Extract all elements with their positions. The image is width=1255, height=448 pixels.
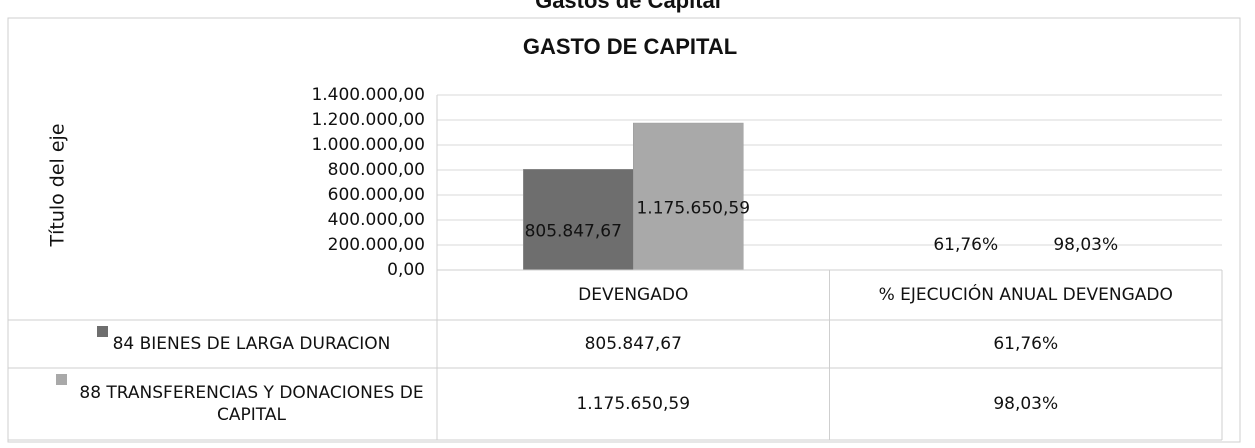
- table-value: 61,76%: [830, 320, 1223, 368]
- table-value-box: 1.175.650,59: [437, 368, 830, 440]
- bar: [523, 169, 634, 271]
- legend-entry-text: 84 BIENES DE LARGA DURACION: [112, 333, 391, 354]
- y-tick-label: 200.000,00: [328, 235, 425, 255]
- y-tick-label: 1.000.000,00: [311, 135, 425, 155]
- table-value-text: 805.847,67: [584, 333, 682, 354]
- table-value-text: 98,03%: [993, 393, 1059, 414]
- y-tick-label: 400.000,00: [328, 210, 425, 230]
- table-value-text: 1.175.650,59: [576, 393, 691, 414]
- table-value: 1.175.650,59: [437, 368, 830, 440]
- chart-border: [7, 17, 1241, 443]
- category-header-text: DEVENGADO: [578, 284, 689, 305]
- table-value: 98,03%: [830, 368, 1223, 440]
- category-header: DEVENGADO: [437, 270, 830, 320]
- category-header-text: % EJECUCIÓN ANUAL DEVENGADO: [878, 284, 1173, 305]
- data-label: 98,03%: [1053, 235, 1118, 255]
- y-tick-label: 1.400.000,00: [311, 85, 425, 105]
- table-value-box: 805.847,67: [437, 320, 830, 368]
- data-label: 61,76%: [933, 235, 998, 255]
- data-label: 1.175.650,59: [636, 199, 750, 219]
- chart-title: GASTO DE CAPITAL: [523, 34, 737, 59]
- legend-entry-box: 88 TRANSFERENCIAS Y DONACIONES DE CAPITA…: [50, 368, 437, 440]
- y-axis-label: Título del eje: [47, 123, 69, 247]
- legend-key: [96, 326, 108, 337]
- bar: [633, 122, 744, 271]
- legend-entry: 84 BIENES DE LARGA DURACION: [50, 320, 437, 368]
- table-value-box: 98,03%: [830, 368, 1223, 440]
- table-value-text: 61,76%: [993, 333, 1059, 354]
- page-heading: Gastos de Capital: [535, 0, 721, 13]
- table-value: 805.847,67: [437, 320, 830, 368]
- legend-entry: 88 TRANSFERENCIAS Y DONACIONES DE CAPITA…: [50, 368, 437, 440]
- category-header: % EJECUCIÓN ANUAL DEVENGADO: [830, 270, 1223, 320]
- y-tick-label: 0,00: [387, 260, 425, 280]
- legend-entry-text: 88 TRANSFERENCIAS Y DONACIONES DE CAPITA…: [79, 382, 424, 425]
- legend-entry-box: 84 BIENES DE LARGA DURACION: [50, 320, 437, 368]
- y-tick-label: 800.000,00: [328, 160, 425, 180]
- y-tick-label: 600.000,00: [328, 185, 425, 205]
- category-header-box: % EJECUCIÓN ANUAL DEVENGADO: [830, 270, 1223, 320]
- data-label: 805.847,67: [525, 222, 622, 242]
- category-header-box: DEVENGADO: [437, 270, 830, 320]
- legend-key: [56, 374, 67, 385]
- y-tick-label: 1.200.000,00: [311, 110, 425, 130]
- table-value-box: 61,76%: [830, 320, 1223, 368]
